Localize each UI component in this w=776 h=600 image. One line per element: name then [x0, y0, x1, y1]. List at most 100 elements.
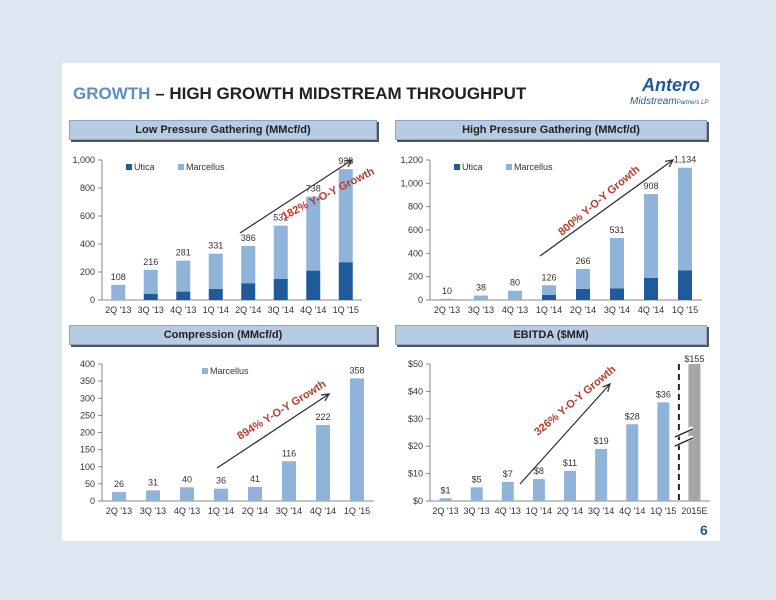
x-tick-label: 1Q '14 — [526, 506, 552, 516]
bar-marcellus — [248, 486, 262, 501]
y-tick-label: 400 — [408, 248, 423, 258]
legend-swatch — [178, 164, 184, 170]
slide-panel — [62, 63, 720, 541]
bar-utica — [208, 288, 223, 300]
y-tick-label: 1,200 — [400, 155, 423, 165]
data-label: $5 — [472, 474, 482, 484]
bar-utica — [644, 277, 658, 300]
legend-label: Marcellus — [514, 162, 553, 172]
bar-marcellus — [180, 487, 194, 501]
bar-marcellus — [146, 490, 160, 501]
growth-annotation: 326% Y-O-Y Growth — [532, 363, 618, 438]
y-tick-label: $40 — [408, 386, 423, 396]
data-label: $36 — [656, 389, 671, 399]
legend-label: Marcellus — [210, 366, 249, 376]
y-tick-label: 1,000 — [400, 178, 423, 188]
bar-utica — [143, 293, 158, 300]
y-tick-label: $10 — [408, 469, 423, 479]
data-label: 10 — [442, 286, 452, 296]
y-tick-label: 150 — [80, 445, 95, 455]
bar-value — [688, 364, 701, 501]
bar-marcellus — [440, 298, 454, 300]
x-tick-label: 3Q '13 — [468, 305, 494, 315]
y-tick-label: 400 — [80, 239, 95, 249]
y-tick-label: $20 — [408, 441, 423, 451]
page-title: GROWTH – HIGH GROWTH MIDSTREAM THROUGHPU… — [73, 84, 526, 104]
chart-ebitda: $0 $10 $20 $30 $40 $50 $1 2Q '13 $5 3Q '13 $7 4Q '1… — [408, 354, 710, 516]
x-tick-label: 4Q '14 — [300, 305, 326, 315]
x-tick-label: 2Q '13 — [432, 506, 458, 516]
x-tick-label: 2Q '14 — [242, 506, 268, 516]
bar-utica — [273, 279, 288, 300]
growth-arrow-head — [343, 159, 354, 168]
bar-marcellus — [111, 284, 126, 300]
x-tick-label: 3Q '13 — [464, 506, 490, 516]
legend-swatch — [454, 164, 460, 170]
x-tick-label: 4Q '13 — [174, 506, 200, 516]
y-tick-label: 200 — [408, 272, 423, 282]
data-label: 26 — [114, 479, 124, 489]
bar-value — [439, 498, 452, 501]
x-tick-label: 3Q '14 — [588, 506, 614, 516]
data-label: 266 — [575, 256, 590, 266]
bar-value — [564, 470, 576, 501]
data-label: 738 — [306, 184, 321, 194]
x-tick-label: 3Q '14 — [604, 305, 630, 315]
bar-utica — [241, 283, 256, 300]
bar-marcellus — [306, 196, 321, 271]
bar-utica — [176, 291, 191, 300]
x-tick-label: 4Q '14 — [638, 305, 664, 315]
bar-marcellus — [474, 295, 488, 300]
data-label: 31 — [148, 477, 158, 487]
x-tick-label: 2Q '14 — [557, 506, 583, 516]
x-tick-label: 2Q '13 — [105, 305, 131, 315]
y-tick-label: 800 — [408, 202, 423, 212]
bar-value — [595, 448, 608, 501]
axis-break-gap — [674, 435, 694, 447]
data-label: $19 — [594, 436, 609, 446]
bar-utica — [306, 270, 321, 300]
chart-low-pressure: 0 200 400 600 800 1,000 108 2Q '13 216 3Q '13 281 4… — [72, 155, 376, 315]
growth-arrow — [239, 159, 353, 234]
bar-marcellus — [282, 461, 296, 501]
y-tick-label: $0 — [413, 496, 423, 506]
data-label: $8 — [534, 466, 544, 476]
bar-marcellus — [678, 167, 692, 271]
data-label: 386 — [241, 233, 256, 243]
y-tick-label: 250 — [80, 410, 95, 420]
y-tick-label: 200 — [80, 428, 95, 438]
title-rest: – HIGH GROWTH MIDSTREAM THROUGHPUT — [150, 84, 527, 103]
logo-sub-text: Midstream — [630, 96, 677, 107]
x-tick-label: 2Q '13 — [434, 305, 460, 315]
bar-marcellus — [338, 169, 353, 263]
data-label: 40 — [182, 474, 192, 484]
data-label: $155 — [684, 354, 704, 364]
axis-break-mark — [674, 437, 694, 447]
x-tick-label: 3Q '13 — [140, 506, 166, 516]
bar-marcellus — [176, 260, 191, 292]
x-tick-label: 4Q '14 — [310, 506, 336, 516]
logo-sub-suffix: Partners LP — [676, 100, 709, 106]
x-tick-label: 1Q '15 — [344, 506, 370, 516]
x-tick-label: 1Q '15 — [650, 506, 676, 516]
bar-value — [626, 424, 639, 501]
legend-label: Marcellus — [186, 162, 225, 172]
y-tick-label: 0 — [90, 295, 95, 305]
x-tick-label: 2015E — [681, 506, 707, 516]
y-tick-label: 0 — [90, 496, 95, 506]
data-label: 126 — [541, 272, 556, 282]
x-tick-label: 3Q '14 — [268, 305, 294, 315]
y-tick-label: 600 — [408, 225, 423, 235]
x-tick-label: 2Q '14 — [570, 305, 596, 315]
y-tick-label: 600 — [80, 211, 95, 221]
bar-marcellus — [576, 268, 590, 289]
data-label: 531 — [273, 213, 288, 223]
y-tick-label: 400 — [80, 359, 95, 369]
y-tick-label: $30 — [408, 414, 423, 424]
data-label: $7 — [503, 469, 513, 479]
bar-utica — [678, 270, 692, 300]
bar-marcellus — [241, 245, 256, 284]
data-label: 1,134 — [674, 155, 697, 165]
bar-marcellus — [208, 253, 223, 289]
bar-value — [470, 487, 483, 501]
